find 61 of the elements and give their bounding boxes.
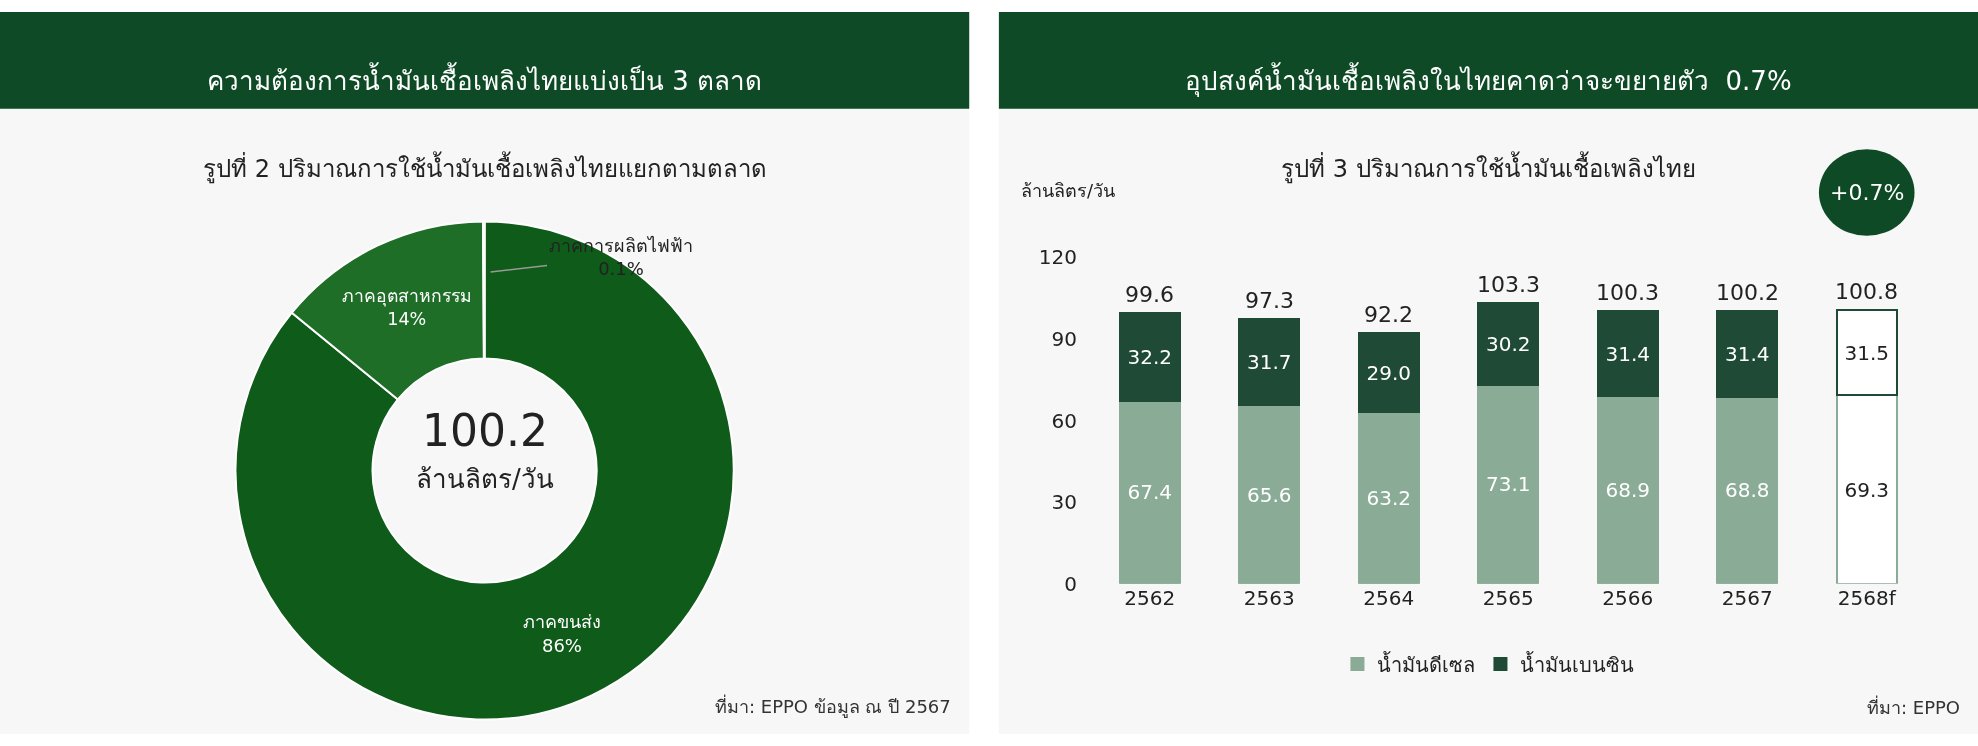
x-tick-label: 2562 xyxy=(1124,585,1176,610)
data-label: 31.5 xyxy=(1844,340,1889,365)
text: ล้านลิตร/วัน xyxy=(416,464,554,494)
data-label: 68.9 xyxy=(1605,478,1650,503)
bar xyxy=(1596,395,1659,584)
text: ที่มา: EPPO xyxy=(1867,695,1961,718)
total-label: 100.8 xyxy=(1835,279,1898,304)
y-tick-label: 90 xyxy=(1051,327,1078,352)
data-label: 69.3 xyxy=(1844,477,1889,502)
data-label: 68.8 xyxy=(1724,478,1770,503)
chart-subtitle: รูปที่ 2 ปริมาณการใช้น้ำมันเชื้อเพลิงไทยแยกตามตลาด xyxy=(203,151,767,184)
y-tick-label: 0 xyxy=(1064,571,1078,596)
data-label: 73.1 xyxy=(1485,472,1531,497)
total-label: 97.3 xyxy=(1245,288,1294,313)
total-label: 99.6 xyxy=(1125,282,1174,307)
slice-label: ภาคอุตสาหกรรม xyxy=(341,286,472,308)
bar xyxy=(1118,311,1181,402)
bar xyxy=(1477,301,1540,387)
slice-label: ภาคขนส่ง xyxy=(522,611,601,633)
x-tick-label: 2567 xyxy=(1721,585,1773,610)
bar xyxy=(1238,318,1301,407)
data-label: 65.6 xyxy=(1246,482,1292,507)
bar xyxy=(1238,404,1301,584)
bar xyxy=(1118,399,1181,584)
total-label: 100.3 xyxy=(1596,280,1659,305)
data-label: 86% xyxy=(541,634,582,656)
x-tick-label: 2564 xyxy=(1363,585,1415,610)
data-label: 67.4 xyxy=(1127,480,1172,505)
data-label: 29.0 xyxy=(1366,360,1411,385)
text: +0.7% xyxy=(1830,180,1905,205)
legend-label: น้ำมันดีเซล xyxy=(1377,650,1476,677)
chart-title: อุปสงค์น้ำมันเชื้อเพลิงในไทยคาดว่าจะขยายตัว 0.7% xyxy=(1185,62,1792,97)
x-tick-label: 2568f xyxy=(1837,585,1897,610)
total-label: 103.3 xyxy=(1477,272,1540,297)
bar xyxy=(1477,384,1540,584)
x-tick-label: 2563 xyxy=(1243,585,1295,610)
total-label: 100.2 xyxy=(1716,280,1779,305)
chart-title: ความต้องการน้ำมันเชื้อเพลิงไทยแบ่งเป็น 3 ตลาด xyxy=(207,62,763,96)
data-label: 31.7 xyxy=(1246,350,1292,375)
x-tick-label: 2566 xyxy=(1602,585,1654,610)
text: ที่มา: EPPO ข้อมูล ณ ปี 2567 xyxy=(715,694,951,718)
total-label: 92.2 xyxy=(1364,302,1413,327)
legend-label: น้ำมันเบนซิน xyxy=(1520,650,1635,677)
y-tick-label: 60 xyxy=(1051,408,1078,433)
bar xyxy=(1596,310,1659,398)
bar xyxy=(1716,395,1779,584)
chart-subtitle: รูปที่ 3 ปริมาณการใช้น้ำมันเชื้อเพลิงไทย xyxy=(1281,151,1696,184)
data-label: 31.4 xyxy=(1605,341,1650,366)
data-label: 63.2 xyxy=(1366,485,1411,510)
y-tick-label: 30 xyxy=(1051,490,1078,515)
y-axis-title: ล้านลิตร/วัน xyxy=(1021,180,1116,201)
bar xyxy=(1357,410,1420,584)
data-label: 32.2 xyxy=(1127,344,1172,369)
bar xyxy=(1716,310,1779,398)
data-label: 14% xyxy=(387,309,427,330)
data-label: 30.2 xyxy=(1485,331,1531,356)
text: 100.2 xyxy=(422,405,548,456)
y-tick-label: 120 xyxy=(1038,245,1078,270)
x-tick-label: 2565 xyxy=(1482,585,1534,610)
bar xyxy=(1357,332,1420,413)
data-label: 31.4 xyxy=(1724,342,1770,367)
